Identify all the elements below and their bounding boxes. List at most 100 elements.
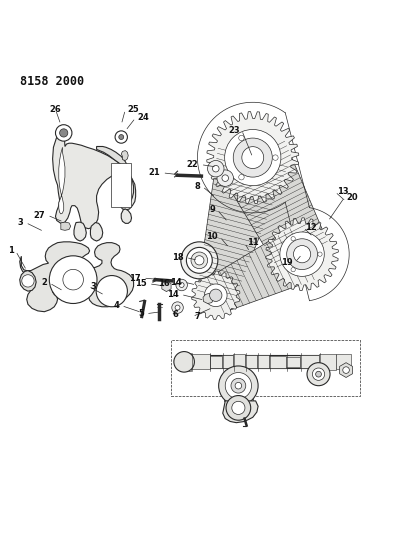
Circle shape xyxy=(205,284,227,306)
Polygon shape xyxy=(222,356,233,368)
Text: 19: 19 xyxy=(282,258,293,267)
Polygon shape xyxy=(339,362,353,377)
Circle shape xyxy=(231,378,246,393)
Text: 1: 1 xyxy=(8,246,14,255)
Text: 12: 12 xyxy=(305,223,317,232)
Circle shape xyxy=(291,268,295,272)
Circle shape xyxy=(232,401,245,415)
Circle shape xyxy=(343,367,349,373)
Polygon shape xyxy=(191,354,210,369)
Polygon shape xyxy=(208,229,314,312)
Bar xyxy=(171,341,360,396)
Circle shape xyxy=(233,138,272,177)
Text: 3: 3 xyxy=(90,282,96,290)
Text: 2: 2 xyxy=(42,278,47,287)
Circle shape xyxy=(49,256,97,303)
Text: 15: 15 xyxy=(135,279,147,288)
Polygon shape xyxy=(257,356,269,368)
Polygon shape xyxy=(319,353,336,370)
Polygon shape xyxy=(223,401,258,423)
Circle shape xyxy=(212,165,219,172)
Circle shape xyxy=(22,274,34,287)
Text: 6: 6 xyxy=(173,311,178,319)
Circle shape xyxy=(225,130,281,185)
Bar xyxy=(111,163,131,207)
Polygon shape xyxy=(20,271,36,291)
Circle shape xyxy=(235,382,242,389)
Circle shape xyxy=(186,247,212,273)
Text: 5: 5 xyxy=(138,309,144,318)
Circle shape xyxy=(191,252,208,269)
Polygon shape xyxy=(198,148,287,300)
Circle shape xyxy=(96,276,127,307)
Text: 9: 9 xyxy=(209,205,215,214)
Circle shape xyxy=(55,125,72,141)
Circle shape xyxy=(119,134,124,140)
Circle shape xyxy=(239,135,244,141)
Circle shape xyxy=(272,155,278,160)
Text: 14: 14 xyxy=(170,278,182,287)
Text: 8158 2000: 8158 2000 xyxy=(20,75,84,88)
Polygon shape xyxy=(224,376,253,401)
Circle shape xyxy=(179,282,184,287)
Text: 26: 26 xyxy=(50,105,61,114)
Circle shape xyxy=(176,279,187,290)
Text: 23: 23 xyxy=(228,126,240,134)
Circle shape xyxy=(175,305,180,310)
Polygon shape xyxy=(74,222,86,241)
Circle shape xyxy=(242,147,264,168)
Circle shape xyxy=(208,160,224,177)
Polygon shape xyxy=(121,151,128,160)
Polygon shape xyxy=(269,356,286,368)
Text: 11: 11 xyxy=(247,238,259,247)
Text: 16: 16 xyxy=(158,279,170,288)
Polygon shape xyxy=(97,147,134,206)
Polygon shape xyxy=(221,141,327,267)
Text: 27: 27 xyxy=(34,211,45,220)
Text: 18: 18 xyxy=(172,253,184,262)
Polygon shape xyxy=(266,218,338,290)
Polygon shape xyxy=(192,271,240,319)
Circle shape xyxy=(174,352,194,372)
Polygon shape xyxy=(180,353,191,371)
Polygon shape xyxy=(53,127,136,229)
Circle shape xyxy=(60,129,68,137)
Polygon shape xyxy=(20,242,134,312)
Circle shape xyxy=(172,302,183,313)
Circle shape xyxy=(225,373,252,399)
Polygon shape xyxy=(207,111,299,204)
Circle shape xyxy=(316,372,321,377)
Text: 25: 25 xyxy=(127,105,139,114)
Circle shape xyxy=(63,269,83,290)
Circle shape xyxy=(115,131,127,143)
Polygon shape xyxy=(203,293,214,303)
Circle shape xyxy=(195,256,204,265)
Circle shape xyxy=(219,366,258,406)
Circle shape xyxy=(291,237,296,241)
Polygon shape xyxy=(90,222,103,241)
Text: 24: 24 xyxy=(138,113,150,122)
Text: 17: 17 xyxy=(129,273,141,282)
Circle shape xyxy=(210,289,222,302)
Text: 14: 14 xyxy=(167,290,179,299)
Text: 22: 22 xyxy=(187,160,199,169)
Polygon shape xyxy=(245,356,257,368)
Text: 21: 21 xyxy=(148,168,160,177)
Text: 8: 8 xyxy=(194,182,200,191)
Polygon shape xyxy=(188,356,343,368)
Polygon shape xyxy=(59,147,65,214)
Circle shape xyxy=(280,232,324,277)
Circle shape xyxy=(307,362,330,386)
Circle shape xyxy=(222,175,229,181)
Text: 13: 13 xyxy=(337,187,349,196)
Polygon shape xyxy=(336,354,351,369)
Polygon shape xyxy=(233,354,245,369)
Text: 4: 4 xyxy=(113,301,119,310)
Text: 20: 20 xyxy=(346,193,358,202)
Circle shape xyxy=(293,246,311,263)
Circle shape xyxy=(312,368,325,381)
Text: 7: 7 xyxy=(194,312,200,321)
Text: 10: 10 xyxy=(206,232,218,241)
Circle shape xyxy=(217,170,233,187)
Circle shape xyxy=(239,174,244,180)
